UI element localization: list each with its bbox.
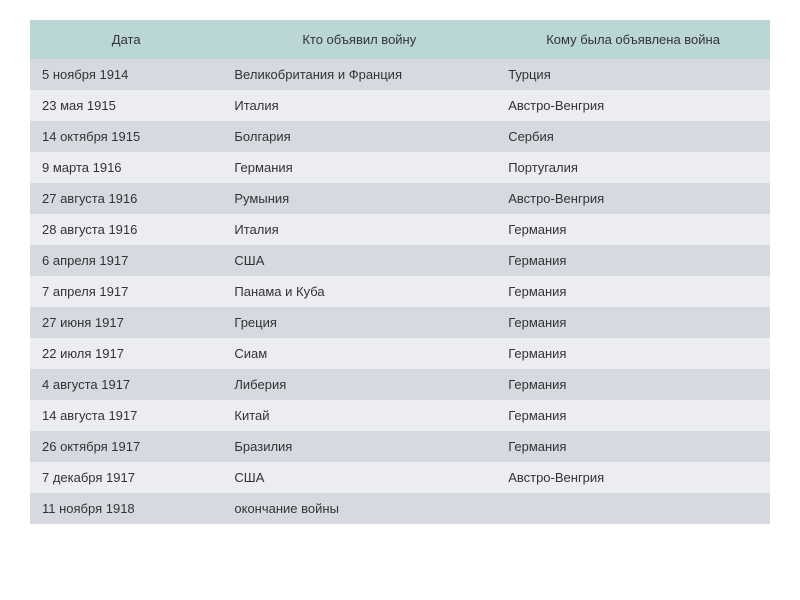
cell-target: Германия — [496, 369, 770, 400]
cell-declarer: Германия — [222, 152, 496, 183]
cell-date: 4 августа 1917 — [30, 369, 222, 400]
cell-date: 11 ноября 1918 — [30, 493, 222, 524]
cell-date: 7 декабря 1917 — [30, 462, 222, 493]
table-row: 14 октября 1915БолгарияСербия — [30, 121, 770, 152]
cell-declarer: Либерия — [222, 369, 496, 400]
war-declarations-table: Дата Кто объявил войну Кому была объявле… — [30, 20, 770, 524]
cell-target — [496, 493, 770, 524]
cell-target: Германия — [496, 431, 770, 462]
cell-target: Германия — [496, 338, 770, 369]
col-declarer: Кто объявил войну — [222, 20, 496, 59]
cell-declarer: Италия — [222, 214, 496, 245]
table-row: 14 августа 1917КитайГермания — [30, 400, 770, 431]
cell-target: Австро-Венгрия — [496, 462, 770, 493]
table-row: 27 августа 1916РумынияАвстро-Венгрия — [30, 183, 770, 214]
cell-target: Германия — [496, 276, 770, 307]
cell-declarer: Панама и Куба — [222, 276, 496, 307]
cell-date: 14 августа 1917 — [30, 400, 222, 431]
cell-declarer: Италия — [222, 90, 496, 121]
cell-target: Германия — [496, 307, 770, 338]
cell-declarer: Бразилия — [222, 431, 496, 462]
cell-date: 5 ноября 1914 — [30, 59, 222, 90]
cell-declarer: Сиам — [222, 338, 496, 369]
cell-declarer: Болгария — [222, 121, 496, 152]
cell-date: 7 апреля 1917 — [30, 276, 222, 307]
cell-target: Германия — [496, 245, 770, 276]
table-header-row: Дата Кто объявил войну Кому была объявле… — [30, 20, 770, 59]
table-row: 5 ноября 1914Великобритания и ФранцияТур… — [30, 59, 770, 90]
table-row: 11 ноября 1918окончание войны — [30, 493, 770, 524]
table-row: 28 августа 1916ИталияГермания — [30, 214, 770, 245]
cell-declarer: США — [222, 462, 496, 493]
cell-date: 28 августа 1916 — [30, 214, 222, 245]
cell-declarer: окончание войны — [222, 493, 496, 524]
cell-target: Австро-Венгрия — [496, 183, 770, 214]
cell-date: 22 июля 1917 — [30, 338, 222, 369]
cell-date: 23 мая 1915 — [30, 90, 222, 121]
cell-target: Германия — [496, 214, 770, 245]
cell-declarer: Великобритания и Франция — [222, 59, 496, 90]
cell-declarer: США — [222, 245, 496, 276]
cell-target: Турция — [496, 59, 770, 90]
table-row: 4 августа 1917ЛиберияГермания — [30, 369, 770, 400]
table-row: 27 июня 1917ГрецияГермания — [30, 307, 770, 338]
cell-date: 26 октября 1917 — [30, 431, 222, 462]
cell-target: Германия — [496, 400, 770, 431]
cell-date: 6 апреля 1917 — [30, 245, 222, 276]
table-row: 9 марта 1916ГерманияПортугалия — [30, 152, 770, 183]
table-body: 5 ноября 1914Великобритания и ФранцияТур… — [30, 59, 770, 524]
cell-target: Сербия — [496, 121, 770, 152]
table-row: 22 июля 1917СиамГермания — [30, 338, 770, 369]
table-row: 23 мая 1915ИталияАвстро-Венгрия — [30, 90, 770, 121]
cell-date: 14 октября 1915 — [30, 121, 222, 152]
cell-declarer: Румыния — [222, 183, 496, 214]
cell-target: Австро-Венгрия — [496, 90, 770, 121]
table-row: 7 декабря 1917СШААвстро-Венгрия — [30, 462, 770, 493]
col-target: Кому была объявлена война — [496, 20, 770, 59]
table-row: 6 апреля 1917СШАГермания — [30, 245, 770, 276]
table-row: 26 октября 1917БразилияГермания — [30, 431, 770, 462]
cell-declarer: Греция — [222, 307, 496, 338]
cell-date: 9 марта 1916 — [30, 152, 222, 183]
cell-date: 27 июня 1917 — [30, 307, 222, 338]
table-row: 7 апреля 1917Панама и КубаГермания — [30, 276, 770, 307]
cell-date: 27 августа 1916 — [30, 183, 222, 214]
col-date: Дата — [30, 20, 222, 59]
cell-target: Португалия — [496, 152, 770, 183]
cell-declarer: Китай — [222, 400, 496, 431]
